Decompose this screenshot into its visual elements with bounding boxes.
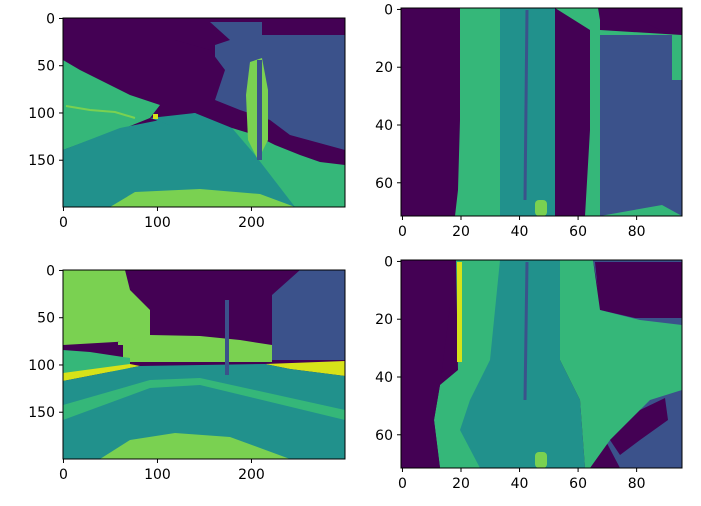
- y-tick-label: 60: [375, 176, 393, 192]
- region-dark-patch: [610, 398, 668, 455]
- y-tick-label: 50: [37, 59, 55, 75]
- region-top-right-dark: [598, 8, 682, 30]
- y-tick-label: 60: [375, 428, 393, 444]
- y-tick-label: 150: [28, 153, 55, 169]
- y-tick-label: 150: [28, 405, 55, 421]
- region-pole: [225, 300, 229, 375]
- region-road-lane: [63, 378, 345, 420]
- region-pole-line: [523, 9, 529, 201]
- region-left-dark: [401, 260, 456, 468]
- y-tick-label: 0: [384, 254, 393, 270]
- x-tick-label: 60: [569, 224, 587, 240]
- x-tick-label: 80: [628, 476, 646, 492]
- y-tick-label: 100: [28, 106, 55, 122]
- x-tick-label: 100: [144, 467, 171, 483]
- region-pole-line: [523, 261, 529, 401]
- axes-frame: [400, 259, 683, 469]
- axes-bottom-right: 0 20 40 60 80 0 20 40 60: [375, 254, 683, 492]
- region-yellow-line-right: [265, 361, 345, 376]
- heatmap-top-left: [63, 18, 345, 207]
- y-tick-label: 40: [375, 118, 393, 134]
- region-right-green: [560, 260, 682, 468]
- y-tick-label: 40: [375, 370, 393, 386]
- region-center-teal: [460, 260, 585, 468]
- region-right-building: [600, 35, 682, 216]
- x-tick-label: 40: [511, 224, 529, 240]
- heatmap-bottom-right: [401, 260, 682, 468]
- region-top-right-dark: [595, 262, 682, 318]
- region-building-right: [272, 270, 345, 360]
- axes-top-left: 0 100 200 0 50 100 150: [28, 11, 346, 231]
- region-left-trees: [63, 270, 150, 345]
- region-pole: [257, 60, 262, 160]
- x-tick-label: 0: [398, 476, 407, 492]
- x-tick-label: 40: [511, 476, 529, 492]
- x-tick-label: 0: [398, 224, 407, 240]
- region-yellow-strip: [457, 262, 462, 362]
- region-car-hood: [100, 433, 290, 459]
- x-tick-label: 20: [452, 476, 470, 492]
- region-fence: [65, 105, 136, 119]
- region-left-green: [455, 8, 500, 216]
- y-tick-label: 0: [46, 263, 55, 279]
- region-hills: [63, 18, 225, 100]
- heatmap-top-right: [401, 8, 682, 216]
- region-road-far: [150, 113, 215, 125]
- y-tick-label: 100: [28, 358, 55, 374]
- axes-frame: [400, 7, 683, 217]
- x-tick-label: 100: [144, 215, 171, 231]
- y-tick-label: 0: [384, 2, 393, 18]
- axes-top-right: 0 20 40 60 80 0 20 40 60: [375, 2, 683, 240]
- x-tick-label: 20: [452, 224, 470, 240]
- region-road: [63, 113, 295, 207]
- region-center-teal: [500, 8, 555, 216]
- heatmap-bottom-left: [63, 270, 345, 459]
- region-sign: [153, 114, 158, 119]
- region-left-greenery: [63, 60, 160, 150]
- y-tick-label: 20: [375, 312, 393, 328]
- region-building: [210, 22, 345, 150]
- region-car-hood: [110, 189, 295, 207]
- y-tick-label: 0: [46, 11, 55, 27]
- region-yellow-spot: [535, 452, 547, 468]
- region-horizon-trees: [118, 335, 272, 362]
- x-tick-label: 80: [628, 224, 646, 240]
- y-tick-label: 20: [375, 60, 393, 76]
- x-tick-label: 0: [59, 467, 68, 483]
- x-tick-label: 0: [59, 215, 68, 231]
- x-tick-label: 200: [238, 467, 265, 483]
- region-yellow-spot: [535, 200, 547, 216]
- x-tick-label: 60: [569, 476, 587, 492]
- x-tick-label: 200: [238, 215, 265, 231]
- y-tick-label: 50: [37, 311, 55, 327]
- axes-bottom-left: 0 100 200 0 50 100 150: [28, 263, 346, 483]
- region-yellow-line-left: [63, 364, 140, 381]
